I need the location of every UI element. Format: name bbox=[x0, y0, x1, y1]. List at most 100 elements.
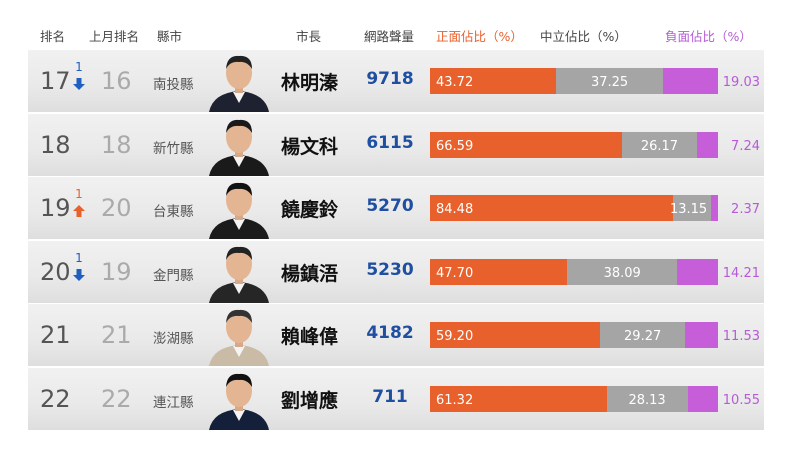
sentiment-bar bbox=[430, 385, 718, 412]
mayor-photo bbox=[203, 305, 275, 366]
table-row: 18 18 新竹縣 楊文科 6115 66.59 26.17 7.24 bbox=[28, 113, 764, 176]
header-volume: 網路聲量 bbox=[364, 29, 415, 44]
header-county: 縣市 bbox=[157, 29, 183, 44]
mayor-photo bbox=[203, 115, 275, 176]
rank-number: 19 bbox=[40, 194, 71, 222]
online-volume: 6115 bbox=[366, 132, 414, 153]
neutral-segment bbox=[673, 195, 712, 221]
rank-number: 21 bbox=[40, 321, 71, 349]
mayor-photo bbox=[203, 369, 275, 430]
sentiment-bar bbox=[430, 322, 718, 348]
online-volume: 4182 bbox=[366, 323, 414, 343]
rank-change-value: 1 bbox=[75, 187, 83, 201]
rank-number: 20 bbox=[40, 257, 71, 286]
neutral-value-label: 26.17 bbox=[640, 138, 679, 154]
mayor-portrait bbox=[209, 119, 269, 176]
table-row: 20 1 19 金門縣 楊鎮浯 5230 47.70 38.09 14.21 bbox=[28, 240, 764, 303]
rank-change: 1 bbox=[71, 247, 87, 282]
neutral-value-label: 13.15 bbox=[669, 202, 708, 217]
negative-segment bbox=[697, 131, 718, 158]
header-rank: 排名 bbox=[40, 29, 66, 44]
mayor-name: 林明溱 bbox=[281, 72, 339, 94]
previous-rank: 18 bbox=[101, 130, 132, 159]
county-name: 台東縣 bbox=[153, 204, 194, 220]
mayor-name: 劉增應 bbox=[281, 389, 339, 412]
neutral-segment bbox=[555, 68, 664, 94]
neutral-value-label: 28.13 bbox=[628, 392, 666, 408]
mayor-portrait bbox=[209, 373, 269, 430]
sentiment-bar bbox=[430, 258, 718, 285]
header-neutral: 中立佔比（%） bbox=[540, 29, 627, 44]
mayor-portrait bbox=[209, 55, 269, 112]
rank-number: 18 bbox=[40, 130, 71, 159]
mayor-name: 楊鎮浯 bbox=[281, 262, 339, 285]
county-name: 南投縣 bbox=[153, 77, 194, 93]
mayor-name: 賴峰偉 bbox=[281, 326, 339, 348]
positive-value-label: 43.72 bbox=[436, 75, 474, 90]
positive-value-label: 84.48 bbox=[436, 202, 474, 217]
previous-rank: 21 bbox=[101, 321, 132, 349]
county-name: 連江縣 bbox=[153, 394, 194, 411]
negative-segment bbox=[663, 68, 718, 94]
online-volume: 5270 bbox=[366, 196, 414, 216]
positive-value-label: 66.59 bbox=[436, 138, 474, 154]
positive-value-label: 59.20 bbox=[436, 329, 474, 344]
neutral-value-label: 38.09 bbox=[603, 265, 641, 281]
mayor-photo bbox=[203, 242, 275, 303]
positive-segment bbox=[430, 131, 622, 158]
positive-value-label: 47.70 bbox=[436, 265, 474, 281]
arrow-down-icon bbox=[73, 268, 85, 281]
positive-segment bbox=[430, 385, 607, 412]
positive-segment bbox=[430, 195, 674, 221]
county-name: 澎湖縣 bbox=[153, 331, 194, 347]
negative-segment bbox=[687, 385, 718, 412]
table-row: 22 22 連江縣 劉增應 711 61.32 28.13 10.55 bbox=[28, 367, 764, 430]
mayor-portrait bbox=[209, 246, 269, 303]
online-volume: 711 bbox=[372, 386, 408, 407]
neutral-segment bbox=[567, 258, 678, 285]
neutral-value-label: 37.25 bbox=[590, 75, 629, 90]
rank-change-value: 1 bbox=[75, 60, 83, 74]
negative-segment bbox=[711, 195, 718, 221]
rank-change: 1 bbox=[71, 56, 87, 91]
negative-value-label: 2.37 bbox=[731, 202, 760, 217]
county-name: 新竹縣 bbox=[153, 140, 194, 157]
mayor-photo bbox=[203, 178, 275, 239]
mayor-photo bbox=[203, 51, 275, 112]
neutral-segment bbox=[621, 131, 698, 158]
previous-rank: 16 bbox=[101, 67, 132, 95]
negative-value-label: 10.55 bbox=[722, 392, 760, 408]
mayor-portrait bbox=[209, 309, 269, 366]
mayor-portrait bbox=[209, 182, 269, 239]
mayor-name: 饒慶鈴 bbox=[281, 199, 339, 221]
header-prev-rank: 上月排名 bbox=[89, 29, 140, 44]
positive-segment bbox=[430, 258, 568, 285]
sentiment-bar bbox=[430, 131, 718, 158]
previous-rank: 20 bbox=[101, 194, 132, 222]
table-row: 19 1 20 台東縣 饒慶鈴 5270 84.48 13.15 2.37 bbox=[28, 177, 764, 239]
arrow-down-icon bbox=[73, 78, 85, 90]
online-volume: 9718 bbox=[366, 69, 414, 89]
positive-segment bbox=[430, 68, 556, 94]
negative-segment bbox=[684, 322, 718, 348]
previous-rank: 19 bbox=[101, 257, 132, 286]
header-negative: 負面佔比（%） bbox=[665, 29, 752, 44]
county-name: 金門縣 bbox=[153, 267, 194, 284]
sentiment-bar bbox=[430, 68, 718, 94]
sentiment-bar bbox=[430, 195, 718, 221]
positive-value-label: 61.32 bbox=[436, 392, 474, 408]
table-row: 17 1 16 南投縣 林明溱 9718 43.72 37.25 19.03 bbox=[28, 50, 764, 112]
mayor-name: 楊文科 bbox=[281, 135, 339, 158]
rank-number: 22 bbox=[40, 384, 71, 413]
rank-change: 1 bbox=[71, 183, 87, 218]
negative-segment bbox=[677, 258, 718, 285]
rank-number: 17 bbox=[40, 67, 71, 95]
neutral-segment bbox=[606, 385, 688, 412]
arrow-up-icon bbox=[73, 205, 85, 217]
negative-value-label: 11.53 bbox=[722, 329, 760, 344]
neutral-value-label: 29.27 bbox=[624, 329, 662, 344]
negative-value-label: 7.24 bbox=[731, 138, 760, 154]
negative-value-label: 14.21 bbox=[722, 265, 760, 281]
table-row: 21 21 澎湖縣 賴峰偉 4182 59.20 29.27 11.53 bbox=[28, 304, 764, 366]
previous-rank: 22 bbox=[101, 384, 132, 413]
